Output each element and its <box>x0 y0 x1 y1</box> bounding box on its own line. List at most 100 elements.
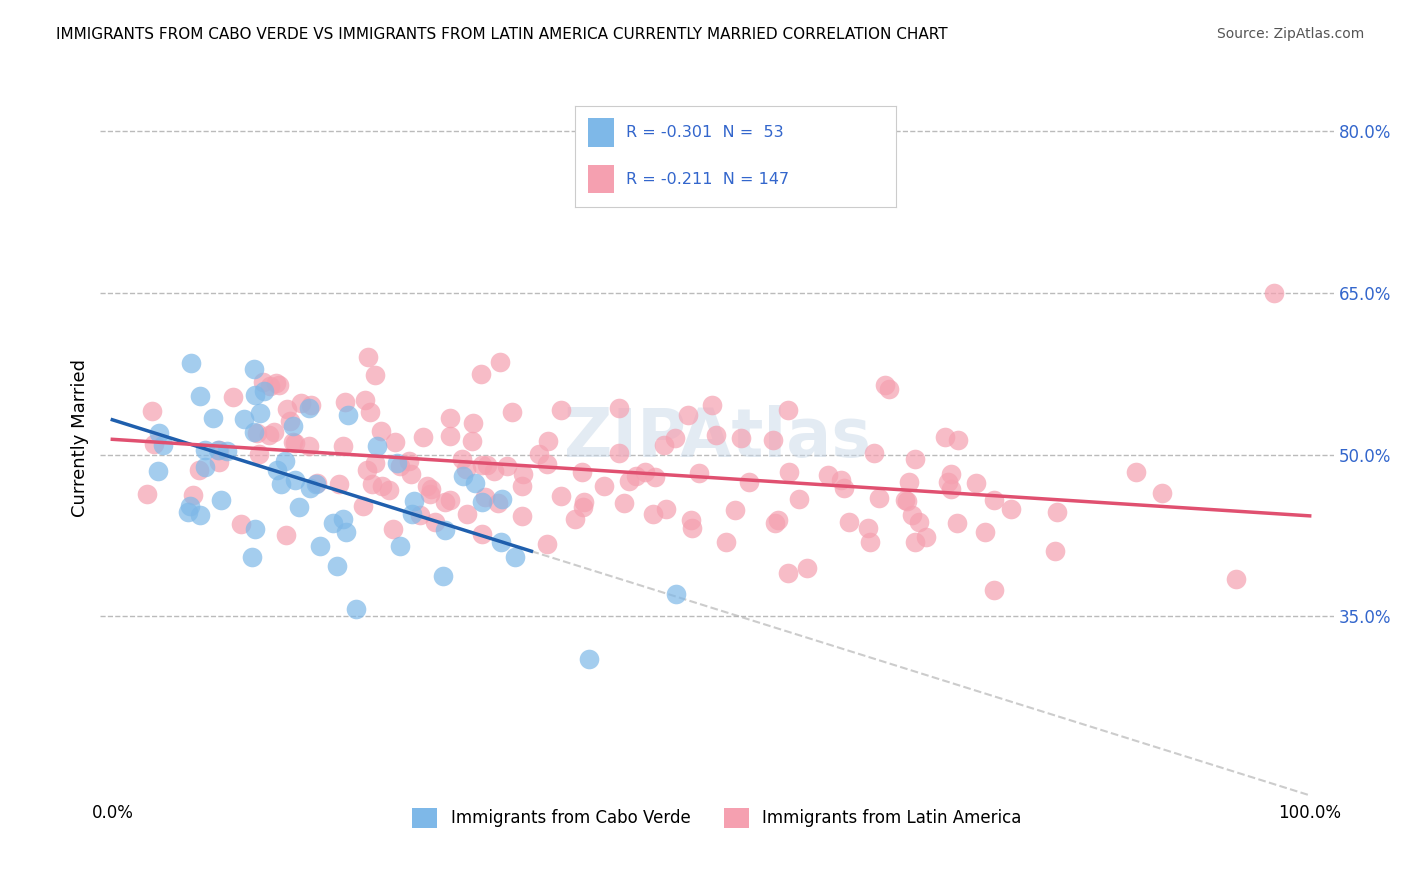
Immigrants from Cabo Verde <box>180 356 202 370</box>
Immigrants from Latin America <box>634 466 657 480</box>
Immigrants from Latin America <box>838 516 860 530</box>
Immigrants from Latin America <box>352 499 374 513</box>
Immigrants from Latin America <box>439 492 461 507</box>
Immigrants from Latin America <box>1125 465 1147 479</box>
Immigrants from Cabo Verde <box>284 473 307 487</box>
Immigrants from Latin America <box>456 507 478 521</box>
Immigrants from Cabo Verde <box>489 534 512 549</box>
Immigrants from Latin America <box>946 433 969 447</box>
Immigrants from Latin America <box>471 526 494 541</box>
Immigrants from Latin America <box>284 435 307 450</box>
Immigrants from Latin America <box>484 464 506 478</box>
Immigrants from Cabo Verde <box>270 476 292 491</box>
Immigrants from Latin America <box>817 467 839 482</box>
Immigrants from Cabo Verde <box>188 508 211 523</box>
Immigrants from Latin America <box>439 411 461 425</box>
Immigrants from Latin America <box>571 465 593 479</box>
Immigrants from Latin America <box>1150 486 1173 500</box>
Immigrants from Cabo Verde <box>266 463 288 477</box>
Immigrants from Latin America <box>229 516 252 531</box>
Immigrants from Cabo Verde <box>503 549 526 564</box>
Immigrants from Cabo Verde <box>332 512 354 526</box>
Immigrants from Latin America <box>412 430 434 444</box>
Text: IMMIGRANTS FROM CABO VERDE VS IMMIGRANTS FROM LATIN AMERICA CURRENTLY MARRIED CO: IMMIGRANTS FROM CABO VERDE VS IMMIGRANTS… <box>56 27 948 42</box>
Immigrants from Cabo Verde <box>325 558 347 573</box>
Immigrants from Latin America <box>893 493 915 508</box>
Immigrants from Latin America <box>904 452 927 467</box>
Immigrants from Cabo Verde <box>389 539 412 553</box>
Immigrants from Latin America <box>141 404 163 418</box>
Immigrants from Cabo Verde <box>433 524 456 538</box>
Immigrants from Cabo Verde <box>402 494 425 508</box>
Immigrants from Latin America <box>470 367 492 381</box>
Immigrants from Latin America <box>353 393 375 408</box>
Immigrants from Latin America <box>299 398 322 412</box>
Immigrants from Latin America <box>434 495 457 509</box>
Immigrants from Latin America <box>536 536 558 550</box>
Immigrants from Latin America <box>257 427 280 442</box>
Immigrants from Cabo Verde <box>194 442 217 457</box>
Immigrants from Latin America <box>510 479 533 493</box>
Immigrants from Latin America <box>501 405 523 419</box>
Immigrants from Cabo Verde <box>385 456 408 470</box>
Immigrants from Latin America <box>641 508 664 522</box>
Immigrants from Latin America <box>900 508 922 522</box>
Immigrants from Latin America <box>730 431 752 445</box>
Immigrants from Latin America <box>332 439 354 453</box>
Immigrants from Latin America <box>247 447 270 461</box>
Immigrants from Cabo Verde <box>283 419 305 434</box>
Immigrants from Latin America <box>762 434 785 448</box>
Immigrants from Latin America <box>486 496 509 510</box>
Immigrants from Latin America <box>869 491 891 506</box>
Immigrants from Cabo Verde <box>471 495 494 509</box>
Immigrants from Latin America <box>305 475 328 490</box>
Immigrants from Latin America <box>474 490 496 504</box>
Immigrants from Cabo Verde <box>201 411 224 425</box>
Immigrants from Latin America <box>419 487 441 501</box>
Immigrants from Latin America <box>298 438 321 452</box>
Immigrants from Latin America <box>333 394 356 409</box>
Immigrants from Latin America <box>1225 572 1247 586</box>
Immigrants from Cabo Verde <box>337 408 360 422</box>
Immigrants from Latin America <box>679 513 702 527</box>
Immigrants from Latin America <box>463 416 485 430</box>
Immigrants from Latin America <box>259 378 281 392</box>
Immigrants from Latin America <box>454 462 477 476</box>
Immigrants from Latin America <box>359 404 381 418</box>
Immigrants from Cabo Verde <box>152 438 174 452</box>
Immigrants from Latin America <box>208 442 231 457</box>
Immigrants from Latin America <box>222 390 245 404</box>
Immigrants from Latin America <box>267 377 290 392</box>
Immigrants from Cabo Verde <box>344 602 367 616</box>
Immigrants from Latin America <box>550 489 572 503</box>
Immigrants from Latin America <box>363 368 385 382</box>
Immigrants from Latin America <box>1045 544 1067 558</box>
Immigrants from Latin America <box>700 399 723 413</box>
Immigrants from Cabo Verde <box>249 407 271 421</box>
Immigrants from Latin America <box>475 458 498 472</box>
Immigrants from Latin America <box>416 479 439 493</box>
Immigrants from Cabo Verde <box>366 439 388 453</box>
Immigrants from Cabo Verde <box>298 481 321 495</box>
Immigrants from Latin America <box>877 382 900 396</box>
Immigrants from Latin America <box>904 534 927 549</box>
Immigrants from Latin America <box>654 438 676 452</box>
Immigrants from Latin America <box>983 492 1005 507</box>
Immigrants from Latin America <box>617 474 640 488</box>
Text: ZIPAtlas: ZIPAtlas <box>564 406 870 472</box>
Immigrants from Latin America <box>384 434 406 449</box>
Immigrants from Latin America <box>704 427 727 442</box>
Immigrants from Latin America <box>377 483 399 498</box>
Immigrants from Cabo Verde <box>253 384 276 399</box>
Immigrants from Latin America <box>512 467 534 481</box>
Immigrants from Latin America <box>939 483 962 497</box>
Immigrants from Latin America <box>654 501 676 516</box>
Immigrants from Latin America <box>388 459 411 474</box>
Immigrants from Cabo Verde <box>179 499 201 513</box>
Immigrants from Cabo Verde <box>209 492 232 507</box>
Immigrants from Latin America <box>461 434 484 449</box>
Immigrants from Cabo Verde <box>243 388 266 402</box>
Immigrants from Latin America <box>644 470 666 484</box>
Immigrants from Latin America <box>356 462 378 476</box>
Immigrants from Cabo Verde <box>491 491 513 506</box>
